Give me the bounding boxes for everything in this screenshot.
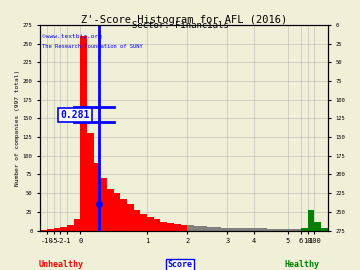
Text: Sector: Financials: Sector: Financials <box>132 21 228 30</box>
Bar <box>94 163 100 231</box>
Bar <box>60 227 67 231</box>
Bar <box>241 228 247 231</box>
Bar <box>54 228 60 231</box>
Text: Healthy: Healthy <box>285 260 320 269</box>
Bar <box>274 229 281 231</box>
Bar <box>100 178 107 231</box>
Bar <box>214 227 221 231</box>
Text: Score: Score <box>167 260 193 269</box>
Bar <box>187 225 194 231</box>
Bar <box>73 219 80 231</box>
Y-axis label: Number of companies (997 total): Number of companies (997 total) <box>15 70 20 186</box>
Bar <box>314 222 321 231</box>
Bar <box>107 190 114 231</box>
Text: 0.281: 0.281 <box>60 110 90 120</box>
Bar <box>80 36 87 231</box>
Bar <box>267 229 274 231</box>
Text: ©www.textbiz.org: ©www.textbiz.org <box>42 34 102 39</box>
Bar <box>227 228 234 231</box>
Bar <box>87 133 94 231</box>
Bar <box>301 228 307 231</box>
Bar <box>294 229 301 231</box>
Bar <box>67 225 73 231</box>
Bar <box>321 228 328 231</box>
Bar <box>114 193 120 231</box>
Bar <box>40 230 47 231</box>
Bar <box>307 210 314 231</box>
Bar <box>127 204 134 231</box>
Bar <box>154 219 161 231</box>
Bar <box>221 228 227 231</box>
Bar <box>288 229 294 231</box>
Bar <box>281 229 288 231</box>
Bar <box>261 228 267 231</box>
Title: Z'-Score Histogram for AFL (2016): Z'-Score Histogram for AFL (2016) <box>81 15 287 25</box>
Bar <box>140 214 147 231</box>
Bar <box>254 228 261 231</box>
Text: Unhealthy: Unhealthy <box>39 260 84 269</box>
Bar <box>161 222 167 231</box>
Bar <box>247 228 254 231</box>
Bar <box>134 210 140 231</box>
Bar <box>120 199 127 231</box>
Bar <box>47 229 54 231</box>
Bar <box>194 226 201 231</box>
Bar <box>207 227 214 231</box>
Bar <box>174 224 181 231</box>
Bar <box>167 223 174 231</box>
Bar <box>201 226 207 231</box>
Text: The Research Foundation of SUNY: The Research Foundation of SUNY <box>42 44 143 49</box>
Bar <box>234 228 241 231</box>
Bar <box>181 225 187 231</box>
Bar <box>147 217 154 231</box>
